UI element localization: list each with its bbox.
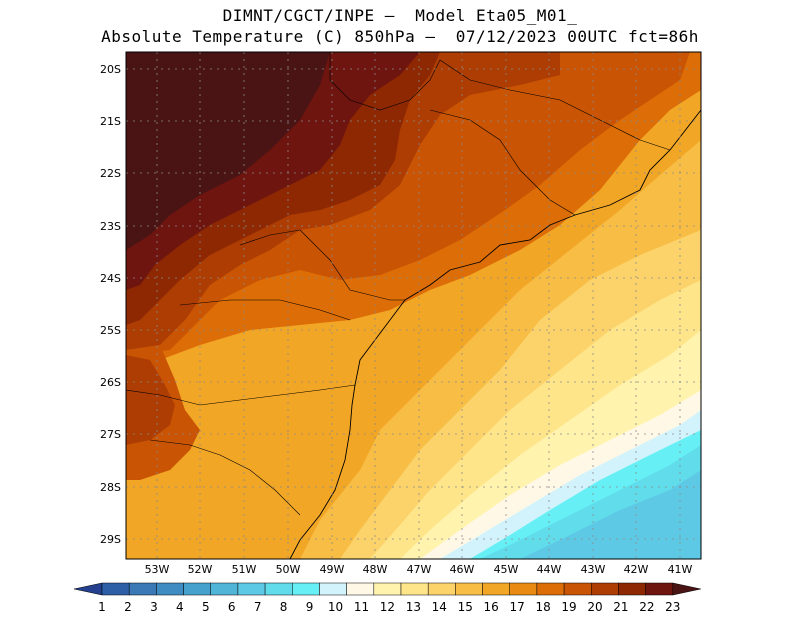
colorbar-arrow-low bbox=[73, 582, 103, 596]
colorbar-segment bbox=[346, 582, 375, 596]
colorbar-label: 16 bbox=[484, 600, 499, 614]
zone-sw-warm-inner bbox=[126, 355, 175, 445]
colorbar-segment bbox=[536, 582, 565, 596]
colorbar-label: 10 bbox=[328, 600, 343, 614]
colorbar-label: 18 bbox=[535, 600, 550, 614]
coastline bbox=[289, 109, 702, 560]
lon-label: 50W bbox=[276, 563, 301, 576]
lat-label: 22S bbox=[100, 167, 121, 180]
lon-label: 42W bbox=[624, 563, 649, 576]
lon-label: 44W bbox=[537, 563, 562, 576]
colorbar-segment bbox=[455, 582, 483, 596]
map-title-line-1: DIMNT/CGCT/INPE – Model Eta05_M01_ bbox=[222, 6, 578, 25]
colorbar-segment bbox=[563, 582, 592, 596]
lon-label: 53W bbox=[145, 563, 170, 576]
zone-7-8 bbox=[520, 470, 701, 559]
colorbar-label: 6 bbox=[228, 600, 236, 614]
colorbar-label: 19 bbox=[561, 600, 576, 614]
colorbar-arrow-high bbox=[672, 582, 701, 596]
lat-lon-grid bbox=[126, 52, 701, 559]
lon-label: 47W bbox=[407, 563, 432, 576]
colorbar-segment bbox=[373, 582, 402, 596]
latitude-labels: 20S 21S 22S 23S 24S 25S 26S 27S 28S 29S bbox=[100, 63, 121, 546]
longitude-labels: 53W 52W 51W 50W 49W 48W 47W 46W 45W 44W … bbox=[145, 563, 693, 576]
lon-label: 45W bbox=[494, 563, 519, 576]
lon-label: 43W bbox=[581, 563, 606, 576]
lon-label: 49W bbox=[320, 563, 345, 576]
colorbar-label: 4 bbox=[176, 600, 184, 614]
colorbar-segment bbox=[237, 582, 266, 596]
plot-frame bbox=[125, 51, 702, 560]
colorbar-segment bbox=[591, 582, 619, 596]
colorbar-label: 13 bbox=[406, 600, 421, 614]
colorbar-label: 20 bbox=[587, 600, 602, 614]
colorbar-label: 23 bbox=[665, 600, 680, 614]
lat-label: 23S bbox=[100, 220, 121, 233]
lat-label: 27S bbox=[100, 428, 121, 441]
colorbar-label: 8 bbox=[280, 600, 288, 614]
colorbar-segment bbox=[264, 582, 293, 596]
colorbar-segment bbox=[292, 582, 320, 596]
colorbar-segment bbox=[210, 582, 239, 596]
colorbar-label: 12 bbox=[380, 600, 395, 614]
colorbar: 1 2 3 4 5 6 7 8 9 10 11 12 13 14 15 16 17 18 19 20 21 22 23 bbox=[73, 582, 701, 614]
lat-label: 28S bbox=[100, 481, 121, 494]
colorbar-label: 7 bbox=[254, 600, 262, 614]
map-title-line-2: Absolute Temperature (C) 850hPa – 07/12/… bbox=[101, 27, 699, 46]
colorbar-label: 2 bbox=[124, 600, 132, 614]
colorbar-segment bbox=[482, 582, 510, 596]
lat-label: 29S bbox=[100, 533, 121, 546]
lat-label: 24S bbox=[100, 272, 121, 285]
colorbar-label: 15 bbox=[458, 600, 473, 614]
colorbar-segment bbox=[645, 582, 674, 596]
lon-label: 51W bbox=[232, 563, 257, 576]
lat-label: 25S bbox=[100, 324, 121, 337]
colorbar-label: 11 bbox=[354, 600, 369, 614]
colorbar-segment bbox=[156, 582, 184, 596]
lon-label: 52W bbox=[188, 563, 213, 576]
zone-23-plus bbox=[126, 52, 330, 250]
colorbar-segment bbox=[101, 582, 130, 596]
colorbar-label: 3 bbox=[150, 600, 158, 614]
colorbar-segment bbox=[618, 582, 646, 596]
colorbar-segment bbox=[183, 582, 211, 596]
state-borders bbox=[125, 52, 671, 516]
lat-label: 21S bbox=[100, 115, 121, 128]
lon-label: 46W bbox=[450, 563, 475, 576]
lat-label: 26S bbox=[100, 376, 121, 389]
lon-label: 41W bbox=[668, 563, 693, 576]
lat-label: 20S bbox=[100, 63, 121, 76]
colorbar-label: 1 bbox=[98, 600, 106, 614]
colorbar-segment bbox=[319, 582, 347, 596]
colorbar-segment bbox=[509, 582, 538, 596]
colorbar-label: 17 bbox=[509, 600, 524, 614]
colorbar-segment bbox=[128, 582, 157, 596]
temperature-field bbox=[126, 52, 701, 559]
colorbar-label: 22 bbox=[639, 600, 654, 614]
colorbar-segment bbox=[427, 582, 456, 596]
colorbar-segment bbox=[400, 582, 429, 596]
colorbar-label: 14 bbox=[432, 600, 447, 614]
colorbar-label: 21 bbox=[613, 600, 628, 614]
lon-label: 48W bbox=[363, 563, 388, 576]
colorbar-label: 5 bbox=[202, 600, 210, 614]
colorbar-label: 9 bbox=[306, 600, 314, 614]
